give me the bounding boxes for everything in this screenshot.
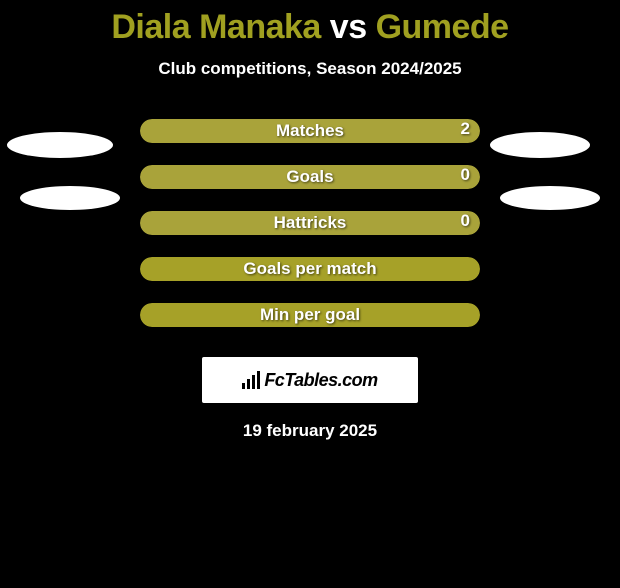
stat-row: 2Matches bbox=[0, 119, 620, 143]
stat-label: Matches bbox=[140, 119, 480, 143]
stat-value-player2: 0 bbox=[461, 165, 470, 185]
stat-bar: Min per goal bbox=[140, 303, 480, 327]
decorative-ellipse bbox=[500, 186, 600, 210]
snapshot-date: 19 february 2025 bbox=[0, 421, 620, 441]
stat-label: Min per goal bbox=[140, 303, 480, 327]
player2-name: Gumede bbox=[376, 8, 509, 46]
vs-separator: vs bbox=[330, 8, 367, 46]
stat-value-player2: 0 bbox=[461, 211, 470, 231]
player1-name: Diala Manaka bbox=[111, 8, 320, 46]
decorative-ellipse bbox=[20, 186, 120, 210]
stat-row: Goals per match bbox=[0, 257, 620, 281]
stat-value-player2: 2 bbox=[461, 119, 470, 139]
logo-text: FcTables.com bbox=[264, 370, 377, 391]
stat-bar: 0Hattricks bbox=[140, 211, 480, 235]
comparison-title: Diala Manaka vs Gumede bbox=[0, 8, 620, 47]
stat-label: Goals bbox=[140, 165, 480, 189]
stat-row: 0Goals bbox=[0, 165, 620, 189]
bars-icon bbox=[242, 371, 260, 389]
stat-bar: 0Goals bbox=[140, 165, 480, 189]
stat-bar: Goals per match bbox=[140, 257, 480, 281]
stat-row: Min per goal bbox=[0, 303, 620, 327]
fctables-logo: FcTables.com bbox=[202, 357, 418, 403]
stat-bar: 2Matches bbox=[140, 119, 480, 143]
stat-label: Goals per match bbox=[140, 257, 480, 281]
subtitle: Club competitions, Season 2024/2025 bbox=[0, 59, 620, 79]
stat-label: Hattricks bbox=[140, 211, 480, 235]
stat-row: 0Hattricks bbox=[0, 211, 620, 235]
